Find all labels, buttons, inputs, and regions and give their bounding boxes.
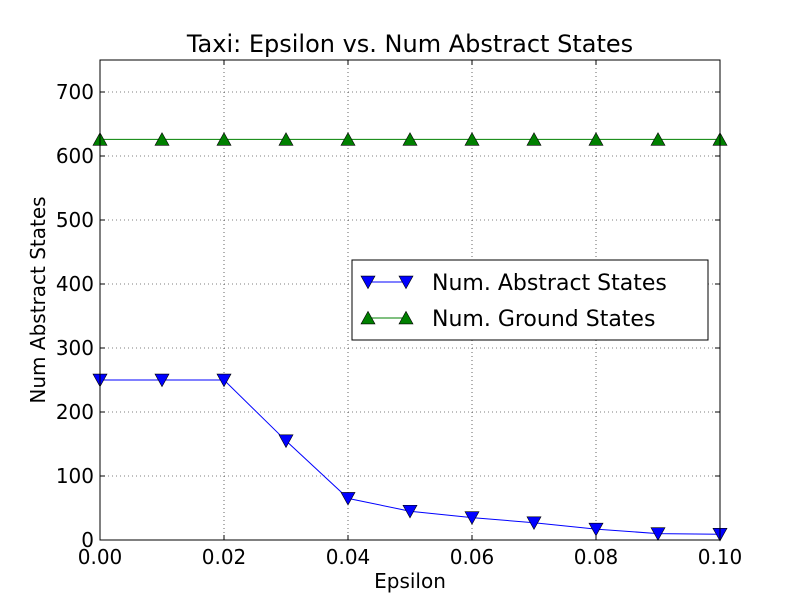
data-point: [278, 434, 294, 449]
legend-marker: [398, 275, 414, 290]
x-tick-label: 0.10: [698, 545, 743, 569]
y-axis-label: Num Abstract States: [26, 196, 50, 403]
series-num-abstract-states: [92, 373, 728, 542]
data-point: [216, 373, 232, 388]
legend-box: [351, 259, 709, 341]
y-tick-label: 500: [56, 208, 94, 232]
data-point: [154, 132, 170, 146]
data-point: [402, 132, 418, 146]
y-tick-label: 700: [56, 80, 94, 104]
x-tick-label: 0.06: [450, 545, 495, 569]
data-point: [340, 132, 356, 146]
y-tick-label: 600: [56, 144, 94, 168]
chart-title: Taxi: Epsilon vs. Num Abstract States: [186, 30, 633, 58]
x-tick-label: 0.08: [574, 545, 619, 569]
y-tick-label: 0: [81, 528, 94, 552]
data-point: [464, 511, 480, 525]
plot-frame: [99, 59, 721, 541]
data-point: [216, 132, 232, 146]
legend-marker: [360, 275, 376, 290]
y-tick-label: 400: [56, 272, 94, 296]
data-point: [650, 527, 666, 541]
x-tick-label: 0.04: [326, 545, 371, 569]
x-tick-label: 0.00: [78, 545, 123, 569]
data-point: [340, 492, 356, 506]
legend-label: Num. Ground States: [432, 307, 655, 332]
y-tick-label: 200: [56, 400, 94, 424]
data-point: [278, 132, 294, 146]
legend-entry: Num. Ground States: [360, 307, 655, 332]
data-point: [464, 132, 480, 146]
y-tick-label: 100: [56, 464, 94, 488]
legend-label: Num. Abstract States: [432, 271, 667, 296]
legend-marker: [360, 310, 376, 325]
x-tick-label: 0.02: [202, 545, 247, 569]
data-point: [650, 132, 666, 146]
data-point: [588, 522, 604, 537]
legend-marker: [398, 310, 414, 325]
x-axis-label: Epsilon: [374, 569, 446, 593]
data-point: [402, 504, 418, 519]
legend-entry: Num. Abstract States: [360, 271, 667, 296]
axis-ticks: 0.00 0.02 0.04 0.06 0.08 0.10 0 100 200 300 400 500…: [56, 60, 742, 569]
legend-entries: Num. Abstract States Num. Ground States: [360, 271, 667, 332]
data-point: [526, 132, 542, 146]
data-point: [526, 516, 542, 530]
legend: Num. Abstract States Num. Ground States: [351, 259, 709, 341]
data-point: [588, 132, 604, 146]
data-point: [154, 373, 170, 388]
y-tick-label: 300: [56, 336, 94, 360]
